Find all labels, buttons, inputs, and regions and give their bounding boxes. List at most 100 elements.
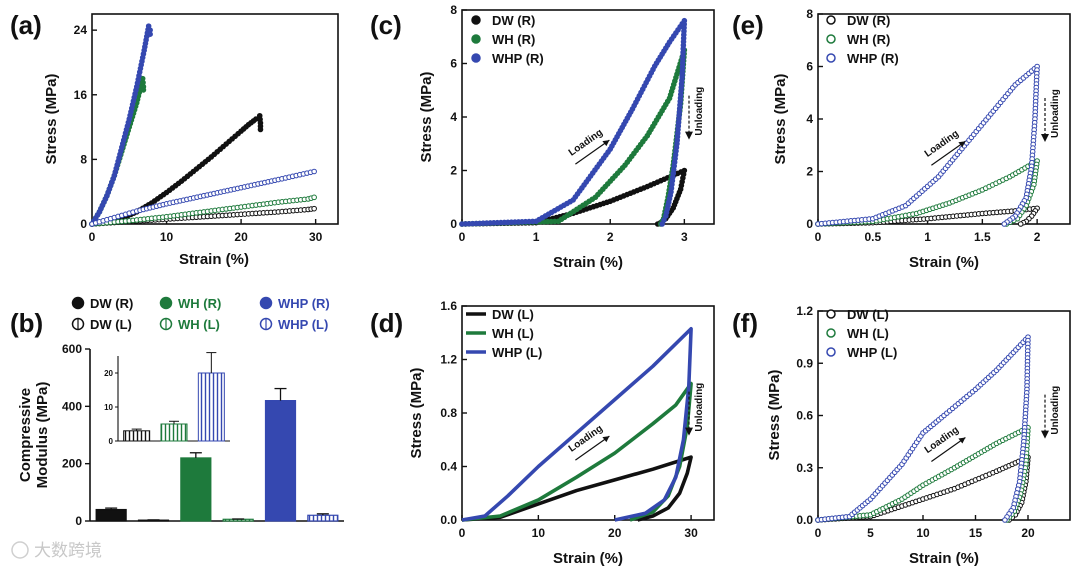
legend-label: WH (R) (178, 296, 221, 311)
x-axis-label: Strain (%) (179, 251, 249, 268)
panel-label: (b) (10, 308, 43, 338)
y-tick-label: 6 (450, 57, 457, 71)
loading-arrow (575, 435, 610, 461)
x-tick-label: 0 (815, 526, 822, 540)
plot-frame (91, 13, 339, 225)
legend-label: WHP (L) (492, 345, 542, 360)
x-tick-label: 1 (924, 230, 931, 244)
x-axis-label: Strain (%) (909, 550, 979, 567)
legend-label: DW (L) (847, 307, 889, 322)
x-tick-label: 1.5 (974, 230, 991, 244)
legend-marker (826, 34, 836, 44)
y-tick-label: 4 (450, 110, 457, 124)
x-tick-label: 20 (608, 526, 622, 540)
x-tick-label: 0 (815, 230, 822, 244)
panel-c: (c) 0 1 2 3 0 2 4 6 8 Strain (%) Stress (MPa) DW (R)… (370, 3, 715, 271)
inset-bar (123, 430, 151, 442)
loading-annotation: Loading (567, 127, 605, 158)
bar (307, 514, 339, 522)
panel-label: (d) (370, 308, 403, 338)
data-point (311, 205, 317, 212)
loading-arrowhead (958, 141, 966, 148)
y-tick-label: 1.2 (796, 304, 813, 318)
unloading-arrowhead (685, 427, 693, 436)
legend-label: DW (L) (492, 307, 534, 322)
watermark-logo-icon (11, 541, 29, 559)
unloading-annotation: Unloading (694, 87, 705, 136)
unloading-annotation: Unloading (1050, 89, 1061, 138)
legend-label: WHP (R) (847, 51, 899, 66)
panel-label: (a) (10, 10, 42, 40)
loading-arrow (931, 436, 966, 462)
bar (264, 400, 297, 522)
bar (95, 508, 127, 522)
y-tick-label: 8 (806, 7, 813, 21)
x-tick-label: 10 (160, 230, 174, 244)
panel-label: (e) (732, 10, 764, 40)
panel-label: (f) (732, 308, 758, 338)
x-tick-label: 10 (532, 526, 546, 540)
data-point (1001, 221, 1008, 227)
y-axis-label: Stress (MPa) (418, 72, 435, 163)
y-tick-label: 1.2 (440, 353, 457, 367)
inset-y-tick-label: 0 (109, 437, 114, 446)
legend-label: WHP (R) (492, 51, 544, 66)
y-tick-label: 6 (806, 60, 813, 74)
data-point (311, 194, 317, 201)
legend-label: DW (R) (847, 13, 890, 28)
data-point (1017, 221, 1024, 227)
y-tick-label: 0 (80, 217, 87, 231)
x-tick-label: 3 (681, 230, 688, 244)
series-line (461, 326, 693, 522)
legend-marker (826, 53, 836, 63)
data-point (147, 31, 153, 37)
y-tick-label: 2 (450, 164, 457, 178)
x-tick-label: 15 (969, 526, 983, 540)
inset-bar (160, 423, 188, 442)
x-tick-label: 30 (684, 526, 698, 540)
x-axis-label: Strain (%) (553, 550, 623, 567)
y-tick-label: 0.8 (440, 406, 457, 420)
legend-marker (826, 347, 836, 357)
legend-label: WH (R) (847, 32, 890, 47)
x-tick-label: 0.5 (864, 230, 881, 244)
y-tick-label: 0 (450, 217, 457, 231)
inset-y-tick-label: 20 (104, 369, 113, 378)
loading-arrowhead (958, 437, 966, 444)
y-tick-label: 600 (62, 342, 82, 356)
data-point (311, 168, 317, 175)
x-tick-label: 5 (867, 526, 874, 540)
unloading-arrowhead (685, 131, 693, 140)
y-axis-label: Stress (MPa) (408, 368, 425, 459)
legend-label: WHP (L) (278, 317, 328, 332)
legend-label: WH (L) (847, 326, 889, 341)
x-tick-label: 2 (1034, 230, 1041, 244)
legend-marker (826, 15, 836, 25)
x-tick-label: 0 (459, 526, 466, 540)
data-point (1002, 517, 1008, 523)
legend-marker (71, 296, 85, 310)
bar (180, 457, 212, 522)
y-tick-label: 0.9 (796, 356, 813, 370)
x-tick-label: 2 (607, 230, 614, 244)
y-tick-label: 24 (74, 23, 88, 37)
unloading-arrowhead (1041, 430, 1049, 439)
legend-marker (826, 309, 836, 319)
x-axis-label: Strain (%) (909, 254, 979, 271)
loading-arrow (575, 139, 610, 165)
x-tick-label: 20 (234, 230, 248, 244)
legend-label: WH (L) (492, 326, 534, 341)
unloading-annotation: Unloading (694, 383, 705, 432)
y-axis-label: Stress (MPa) (772, 74, 789, 165)
y-tick-label: 0 (806, 217, 813, 231)
y-tick-label: 4 (806, 112, 813, 126)
y-axis-label: Stress (MPa) (43, 74, 60, 165)
legend-label: WHP (R) (278, 296, 330, 311)
y-tick-label: 0.6 (796, 409, 813, 423)
legend-marker (471, 34, 481, 44)
watermark-text: 大数跨境 (34, 541, 102, 560)
panel-e: (e) 0 0.5 1 1.5 2 0 2 4 6 8 Strain (%) Stress (MPa) D… (732, 7, 1071, 271)
x-tick-label: 20 (1021, 526, 1035, 540)
panel-a: (a) 0 10 20 30 0 8 16 24 Strain (%) Stress (MPa) (10, 10, 339, 268)
panel-b: (b) DW (R) WH (R) WHP (R) DW (L) WH (L) WHP (L… (10, 296, 344, 528)
